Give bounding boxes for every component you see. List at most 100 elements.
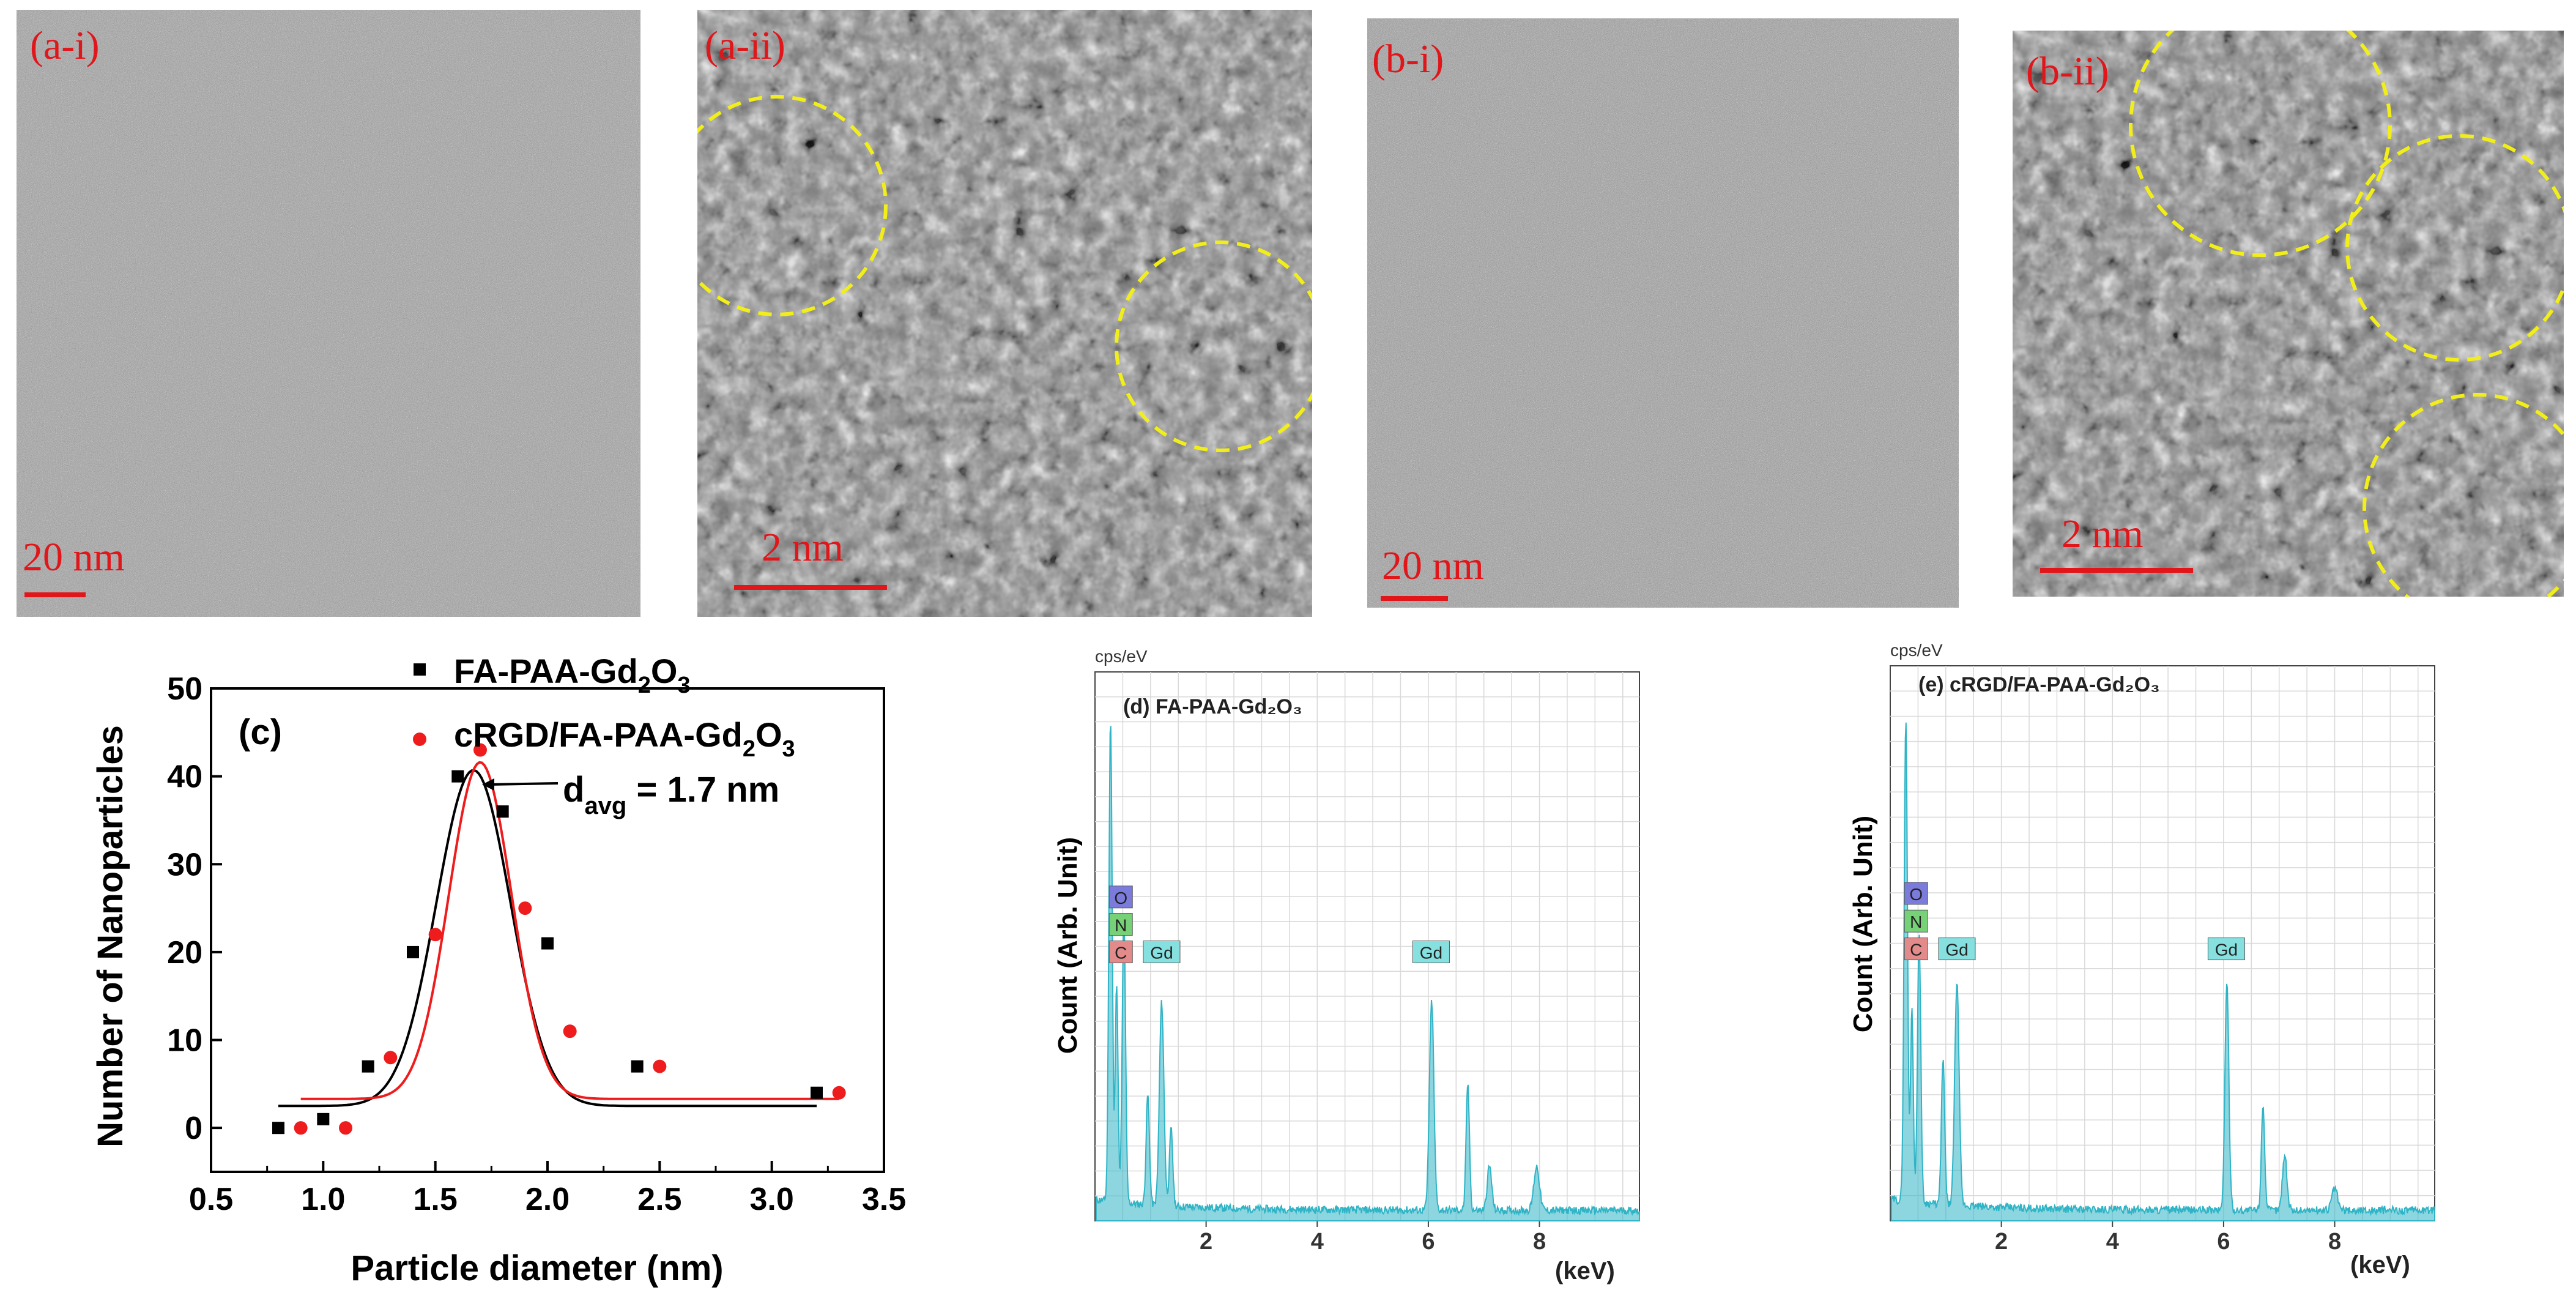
legend-marker-square (414, 663, 426, 676)
x-tick-label: 2.5 (637, 1182, 681, 1217)
eds-spectrum-trace (1095, 726, 1640, 1221)
data-points (272, 743, 846, 1135)
eds-panel-title: (e) cRGD/FA-PAA-Gd₂O₃ (1918, 673, 2160, 696)
data-point-circle (653, 1059, 667, 1073)
eds-plot-area: 2 4 6 8 ONC Gd Gd (1094, 671, 1640, 1254)
element-tag-box (1904, 909, 1928, 933)
y-tick-label: 0 (185, 1111, 202, 1146)
eds-spectrum-d: cps/eV 2 4 6 8 ONC Gd Gd (d) FA-PAA-Gd₂O₃ Coun… (1053, 647, 1640, 1284)
tem-texture (17, 10, 640, 617)
element-tag-box (1108, 940, 1133, 963)
panel-label-a-i: (a-i) (30, 23, 100, 68)
tem-image-a-i: (a-i) 20 nm (17, 10, 640, 617)
particle-outline (2363, 393, 2564, 597)
y-axis-label: Number of Nanoparticles (91, 725, 130, 1147)
element-tag-box (1904, 882, 1928, 905)
data-point-square (631, 1060, 644, 1073)
eds-unit-label: cps/eV (1095, 647, 1148, 666)
scale-bar (24, 592, 86, 597)
eds-y-axis-label: Count (Arb. Unit) (1848, 816, 1878, 1032)
eds-x-unit: (keV) (1555, 1258, 1615, 1284)
element-tag-label: N (1910, 912, 1922, 931)
fit-curve (300, 761, 839, 1100)
particle-outline (2345, 134, 2564, 362)
element-tag-box (1904, 938, 1928, 961)
data-point-square (496, 805, 509, 818)
x-tick-label: 1.0 (301, 1182, 345, 1217)
data-point-circle (832, 1086, 846, 1100)
x-tick-label: 1.5 (414, 1182, 458, 1217)
element-tag-box (1108, 885, 1133, 909)
y-tick-label: 40 (167, 759, 202, 795)
eds-x-tick-label: 6 (1422, 1229, 1435, 1254)
element-tag-label: Gd (1945, 941, 1968, 960)
element-tag-box (1143, 940, 1181, 963)
tem-texture (1367, 18, 1959, 608)
scale-bar-label: 2 nm (2062, 512, 2144, 556)
data-point-circle (384, 1051, 398, 1065)
eds-x-tick-label: 2 (1995, 1229, 2008, 1254)
element-tag-label: Gd (1150, 943, 1173, 962)
particle-outline (2129, 31, 2392, 257)
element-tag-label: N (1115, 916, 1127, 935)
eds-x-tick-label: 8 (2328, 1229, 2341, 1254)
scale-bar-label: 20 nm (1382, 543, 1484, 588)
x-tick-label: 3.5 (862, 1182, 906, 1217)
element-tag-box (2207, 938, 2245, 961)
scale-bar-label: 20 nm (23, 535, 125, 580)
scale-bar (1381, 596, 1448, 601)
legend-marker-circle (413, 733, 426, 746)
data-point-square (811, 1086, 823, 1099)
element-tag-box (1938, 938, 1976, 961)
element-tag-box (1412, 940, 1450, 963)
legend-entry: cRGD/FA-PAA-Gd2O3 (454, 715, 795, 762)
panel-label-b-i: (b-i) (1372, 37, 1444, 81)
chart-legend: FA-PAA-Gd2O3 cRGD/FA-PAA-Gd2O3 (413, 652, 795, 762)
panel-label-a-ii: (a-ii) (705, 23, 785, 68)
eds-y-axis-label: Count (Arb. Unit) (1053, 837, 1083, 1054)
eds-spectrum-trace (1890, 722, 2435, 1221)
fit-curve (278, 769, 817, 1108)
data-point-square (272, 1122, 284, 1135)
data-point-square (362, 1060, 374, 1073)
scale-bar-label: 2 nm (762, 525, 844, 570)
data-point-circle (428, 928, 442, 942)
tem-image-a-ii: (a-ii) 2 nm (697, 10, 1312, 617)
tem-texture (697, 10, 1312, 617)
eds-unit-label: cps/eV (1890, 641, 1943, 660)
particle-outline-overlay (697, 95, 1312, 452)
eds-x-unit: (keV) (2350, 1251, 2410, 1278)
scale-bar (2040, 568, 2193, 573)
chart-axes: 0.5 1.0 1.5 2.0 2.5 3.0 3.5 0 10 20 30 40 50 (167, 671, 906, 1217)
tem-texture (2013, 31, 2564, 597)
eds-spectrum-e: cps/eV 2 4 6 8 ONC Gd Gd (e) cRGD/FA-PAA-Gd₂O₃… (1848, 641, 2435, 1278)
element-tag-label: Gd (2215, 941, 2238, 960)
x-tick-label: 2.0 (525, 1182, 570, 1217)
legend-entry: FA-PAA-Gd2O3 (454, 652, 691, 698)
particle-outline (697, 95, 888, 316)
data-point-square (407, 945, 419, 958)
x-tick-label: 0.5 (189, 1182, 233, 1217)
eds-x-tick-label: 4 (1311, 1229, 1324, 1254)
eds-x-tick-label: 8 (1533, 1229, 1546, 1254)
x-axis-label: Particle diameter (nm) (351, 1248, 723, 1288)
data-point-circle (518, 901, 532, 915)
eds-x-tick-label: 4 (2106, 1229, 2119, 1254)
element-tag-label: Gd (1420, 943, 1442, 962)
x-tick-label: 3.0 (750, 1182, 794, 1217)
data-point-square (451, 770, 464, 783)
chart-panel-label: (c) (239, 712, 282, 752)
particle-outline (1115, 240, 1312, 452)
element-tag-label: C (1115, 943, 1127, 962)
data-point-circle (473, 743, 487, 757)
element-tag-label: C (1910, 941, 1922, 960)
eds-plot-area: 2 4 6 8 ONC Gd Gd (1890, 665, 2435, 1254)
eds-panel-title: (d) FA-PAA-Gd₂O₃ (1123, 695, 1302, 718)
y-tick-label: 10 (167, 1023, 202, 1059)
particle-outline-overlay (2129, 31, 2564, 597)
element-tag-label: O (1909, 885, 1923, 904)
fit-curves (278, 761, 839, 1108)
data-point-square (541, 937, 554, 950)
data-point-circle (339, 1121, 352, 1135)
scale-bar (734, 585, 887, 590)
